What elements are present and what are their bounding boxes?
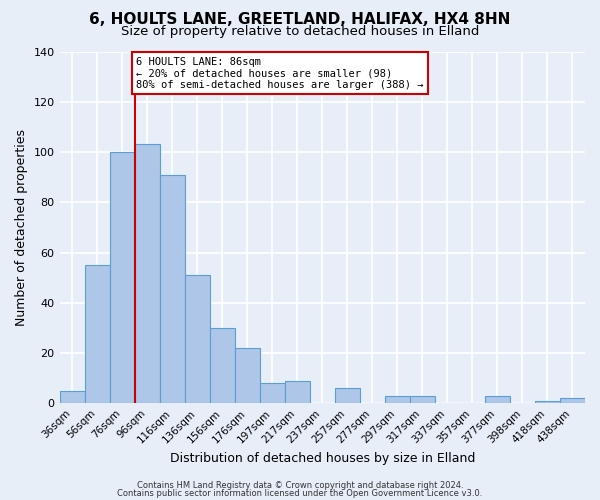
Bar bbox=[110, 152, 134, 404]
Text: 6, HOULTS LANE, GREETLAND, HALIFAX, HX4 8HN: 6, HOULTS LANE, GREETLAND, HALIFAX, HX4 … bbox=[89, 12, 511, 28]
Bar bbox=[535, 401, 560, 404]
Bar bbox=[285, 380, 310, 404]
Bar bbox=[410, 396, 435, 404]
Bar bbox=[185, 275, 209, 404]
Y-axis label: Number of detached properties: Number of detached properties bbox=[15, 129, 28, 326]
Bar bbox=[160, 174, 185, 404]
X-axis label: Distribution of detached houses by size in Elland: Distribution of detached houses by size … bbox=[170, 452, 475, 465]
Bar bbox=[85, 265, 110, 404]
Bar bbox=[485, 396, 510, 404]
Text: Size of property relative to detached houses in Elland: Size of property relative to detached ho… bbox=[121, 25, 479, 38]
Bar bbox=[560, 398, 585, 404]
Text: 6 HOULTS LANE: 86sqm
← 20% of detached houses are smaller (98)
80% of semi-detac: 6 HOULTS LANE: 86sqm ← 20% of detached h… bbox=[136, 56, 424, 90]
Bar bbox=[335, 388, 360, 404]
Text: Contains public sector information licensed under the Open Government Licence v3: Contains public sector information licen… bbox=[118, 489, 482, 498]
Bar bbox=[385, 396, 410, 404]
Bar bbox=[235, 348, 260, 404]
Bar bbox=[260, 383, 285, 404]
Bar bbox=[59, 391, 85, 404]
Bar bbox=[209, 328, 235, 404]
Text: Contains HM Land Registry data © Crown copyright and database right 2024.: Contains HM Land Registry data © Crown c… bbox=[137, 480, 463, 490]
Bar bbox=[134, 144, 160, 404]
